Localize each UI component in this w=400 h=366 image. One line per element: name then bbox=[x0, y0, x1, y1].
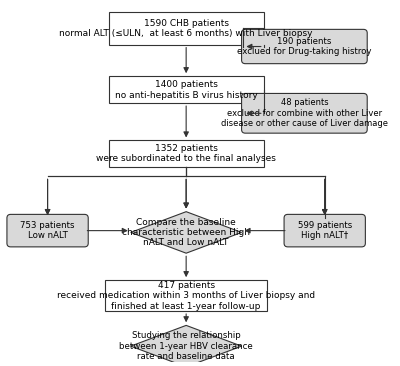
FancyBboxPatch shape bbox=[242, 93, 367, 133]
Text: 753 patients
Low nALT: 753 patients Low nALT bbox=[20, 221, 75, 240]
FancyBboxPatch shape bbox=[284, 214, 365, 247]
Text: 1400 patients
no anti-hepatitis B virus history: 1400 patients no anti-hepatitis B virus … bbox=[115, 80, 258, 100]
Text: Compare the baseline
characteristic between High
nALT and Low nALT: Compare the baseline characteristic betw… bbox=[122, 217, 250, 247]
Text: 417 patients
received medication within 3 months of Liver biopsy and
finished at: 417 patients received medication within … bbox=[57, 281, 315, 310]
Text: Studying the relationship
between 1-year HBV clearance
rate and baseline data: Studying the relationship between 1-year… bbox=[119, 331, 253, 361]
Polygon shape bbox=[131, 212, 242, 253]
FancyBboxPatch shape bbox=[108, 140, 264, 167]
FancyBboxPatch shape bbox=[108, 12, 264, 45]
FancyBboxPatch shape bbox=[105, 280, 268, 311]
Text: 190 patients
exclued for Drug-taking histroy: 190 patients exclued for Drug-taking his… bbox=[237, 37, 372, 56]
Text: 1590 CHB patients
normal ALT (≤ULN,  at least 6 months) with Liver biopsy: 1590 CHB patients normal ALT (≤ULN, at l… bbox=[60, 19, 313, 38]
Text: 48 patients
exclued for combine with other Liver
disease or other cause of Liver: 48 patients exclued for combine with oth… bbox=[221, 98, 388, 128]
Text: 1352 patients
were subordinated to the final analyses: 1352 patients were subordinated to the f… bbox=[96, 144, 276, 164]
Text: 599 patients
High nALT†: 599 patients High nALT† bbox=[298, 221, 352, 240]
FancyBboxPatch shape bbox=[242, 29, 367, 64]
FancyBboxPatch shape bbox=[108, 76, 264, 103]
FancyBboxPatch shape bbox=[7, 214, 88, 247]
Polygon shape bbox=[131, 325, 242, 366]
